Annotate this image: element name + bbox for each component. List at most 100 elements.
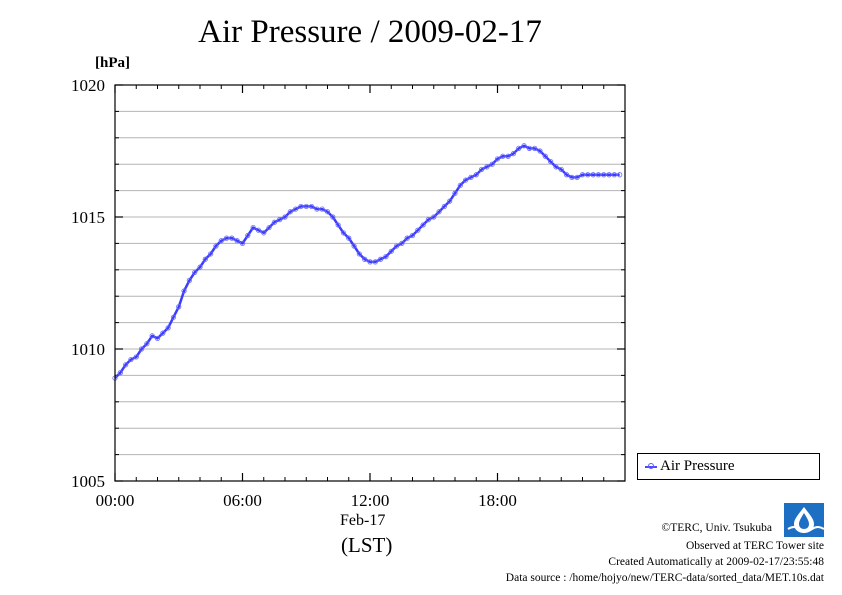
data-point <box>383 254 389 260</box>
data-point <box>505 153 511 159</box>
legend-swatch-marker <box>648 463 654 469</box>
data-point <box>282 214 288 220</box>
x-tick-label: 12:00 <box>351 491 390 510</box>
series-layer <box>112 143 623 381</box>
data-point <box>436 209 442 215</box>
y-tick-label: 1005 <box>71 472 105 491</box>
legend-label: Air Pressure <box>660 458 735 474</box>
data-point <box>213 243 219 249</box>
data-point <box>239 240 246 246</box>
data-point <box>563 172 570 178</box>
data-point <box>399 240 405 246</box>
x-axis-label: (LST) <box>341 533 393 557</box>
y-tick-label: 1015 <box>71 208 105 227</box>
data-point <box>208 251 214 257</box>
data-point <box>245 232 251 239</box>
data-point <box>532 145 538 151</box>
data-point <box>356 251 362 257</box>
data-point <box>617 172 623 178</box>
legend: Air Pressure <box>637 453 820 480</box>
data-point <box>123 362 129 368</box>
grid-layer <box>115 110 625 456</box>
data-point <box>553 164 559 170</box>
y-tick-label: 1010 <box>71 340 105 359</box>
data-point <box>447 198 453 204</box>
footer-observed: Observed at TERC Tower site <box>685 540 824 552</box>
data-point <box>261 230 267 236</box>
data-point <box>521 143 527 149</box>
footer-copyright: ©TERC, Univ. Tsukuba <box>661 522 772 534</box>
data-point <box>372 259 378 265</box>
data-point <box>117 370 123 376</box>
data-point <box>393 243 400 249</box>
data-point <box>478 166 485 173</box>
data-point <box>144 341 150 347</box>
data-point <box>494 156 501 162</box>
data-point <box>255 227 262 233</box>
data-point <box>606 172 612 178</box>
data-point <box>223 235 230 241</box>
data-point <box>165 325 171 331</box>
data-point <box>500 153 506 159</box>
data-point <box>218 238 224 244</box>
data-point <box>548 158 554 165</box>
data-point <box>510 151 517 157</box>
data-point <box>590 172 596 178</box>
data-point <box>425 217 432 223</box>
data-point <box>277 217 283 223</box>
data-point <box>192 269 198 276</box>
data-point <box>138 346 145 352</box>
data-point <box>595 172 602 178</box>
data-point <box>457 182 463 188</box>
footer-source: Data source : /home/hojyo/new/TERC-data/… <box>505 572 824 584</box>
data-point <box>362 256 368 262</box>
data-point <box>367 259 373 265</box>
tick-layer <box>114 84 625 482</box>
data-point <box>293 206 299 212</box>
data-point <box>149 333 155 339</box>
series-line-air-pressure <box>114 144 620 379</box>
data-point <box>378 256 384 262</box>
label-layer: 1005 1010 1015 1020 00:00 06:00 12:00 18:00 <box>71 76 517 510</box>
data-point <box>484 164 490 170</box>
data-point <box>314 206 320 212</box>
data-point <box>287 209 293 215</box>
data-point <box>308 203 315 210</box>
data-point <box>160 330 166 336</box>
chart-title: Air Pressure / 2009-02-17 <box>198 14 542 50</box>
y-tick-label: 1020 <box>71 76 105 95</box>
data-point <box>271 219 277 225</box>
data-point <box>330 214 336 220</box>
data-point <box>176 304 182 310</box>
data-point <box>250 224 256 231</box>
data-point <box>335 222 341 228</box>
data-point <box>154 335 161 342</box>
data-point <box>537 148 543 154</box>
data-point <box>298 203 304 210</box>
data-point <box>181 288 187 294</box>
data-point <box>415 227 421 233</box>
data-point <box>319 206 325 212</box>
x-tick-label: 06:00 <box>223 491 262 510</box>
data-point <box>324 209 331 215</box>
data-point <box>526 145 532 151</box>
data-point <box>431 214 437 220</box>
data-point <box>489 161 495 167</box>
data-point <box>128 356 134 363</box>
data-point <box>266 224 272 231</box>
data-point <box>346 235 352 241</box>
data-point <box>133 354 139 360</box>
data-point <box>558 166 564 173</box>
data-point <box>351 243 357 249</box>
data-point <box>186 277 192 283</box>
data-point <box>601 172 607 178</box>
data-point <box>303 203 309 210</box>
data-point <box>420 222 426 228</box>
data-point <box>611 172 617 178</box>
data-point <box>468 174 474 180</box>
data-point <box>441 203 447 210</box>
plot-frame <box>114 84 626 482</box>
x-date-label: Feb-17 <box>340 512 386 529</box>
data-point <box>579 172 586 178</box>
